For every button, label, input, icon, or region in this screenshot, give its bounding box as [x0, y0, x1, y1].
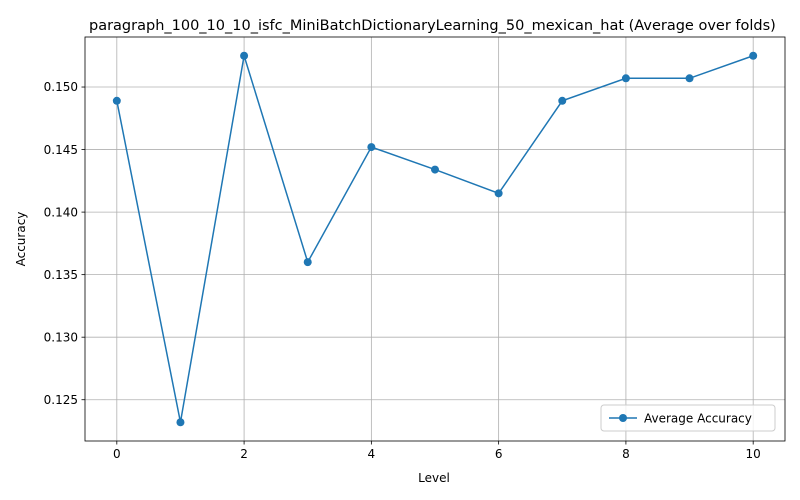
- data-point: [303, 258, 312, 267]
- legend-marker: [619, 414, 627, 422]
- y-tick-label: 0.135: [44, 268, 78, 282]
- data-point: [558, 96, 567, 105]
- legend-label: Average Accuracy: [644, 411, 752, 425]
- x-tick-label: 6: [495, 447, 503, 461]
- y-tick-label: 0.130: [44, 330, 78, 344]
- x-axis-label: Level: [418, 471, 450, 485]
- x-tick-label: 8: [622, 447, 630, 461]
- data-point: [240, 51, 249, 60]
- x-tick-label: 0: [113, 447, 121, 461]
- x-tick-label: 4: [368, 447, 376, 461]
- y-tick-label: 0.150: [44, 80, 78, 94]
- data-point: [112, 96, 121, 105]
- x-tick-label: 10: [746, 447, 761, 461]
- legend: Average Accuracy: [600, 404, 776, 432]
- data-point: [431, 165, 439, 174]
- data-point: [494, 189, 503, 198]
- plot-area: 0 2 4 6 8 10 0.125 0.130 0.135 0.140 0.145 0.150 Ave…: [44, 36, 786, 461]
- y-axis-label: Accuracy: [14, 212, 28, 267]
- data-point: [621, 74, 630, 83]
- axes-frame: [84, 36, 786, 442]
- data-point: [176, 418, 185, 427]
- y-tick-label: 0.145: [44, 143, 78, 157]
- x-tick-label: 2: [240, 447, 248, 461]
- data-point: [685, 74, 694, 83]
- chart-title: paragraph_100_10_10_isfc_MiniBatchDictio…: [89, 18, 776, 34]
- data-point: [367, 143, 376, 152]
- data-point: [749, 51, 758, 60]
- legend-box: [600, 404, 776, 432]
- y-tick-label: 0.140: [44, 205, 78, 219]
- y-tick-label: 0.125: [44, 393, 78, 407]
